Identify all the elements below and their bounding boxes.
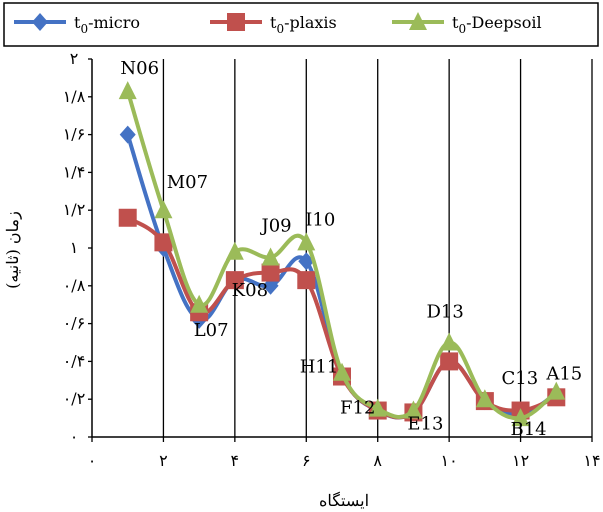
triangle-marker [154, 200, 173, 219]
y-tick-label: ۰/۲ [63, 389, 86, 408]
square-marker [440, 352, 459, 371]
x-tick-label: ۴ [231, 451, 240, 470]
point-label: B14 [511, 419, 547, 440]
square-marker [227, 13, 245, 31]
x-tick-label: ۲ [159, 451, 168, 470]
legend-item: t0-micro [14, 13, 140, 36]
legend-label: t0-plaxis [270, 13, 337, 36]
triangle-marker [475, 389, 494, 408]
point-label: K08 [232, 280, 268, 301]
triangle-marker [297, 232, 316, 251]
series-line [125, 89, 559, 421]
legend: t0-micro t0-plaxis t0-Deepsoil [3, 2, 599, 47]
series-layer [118, 81, 566, 427]
legend-label: t0-Deepsoil [452, 13, 542, 36]
triangle-marker [225, 241, 244, 260]
series-deepsoil [118, 81, 566, 427]
legend-item: t0-Deepsoil [392, 12, 542, 36]
x-tick-label: ۸ [373, 451, 382, 470]
legend-label: t0-micro [74, 13, 140, 36]
triangle-marker [511, 408, 530, 427]
y-tick-label: ۰/۴ [63, 351, 86, 370]
y-tick-label: ۱/۲ [63, 200, 86, 219]
diamond-marker [32, 13, 48, 31]
x-tick-label: ۱۲ [512, 451, 529, 470]
triangle-marker [190, 294, 209, 313]
triangle-marker [261, 247, 280, 266]
legend-box [3, 2, 599, 47]
point-label: N06 [120, 58, 159, 79]
x-tick-label: ۱۴ [583, 451, 600, 470]
point-label: I10 [305, 209, 335, 230]
point-label: J09 [260, 215, 292, 236]
x-tick-label: ۶ [302, 451, 311, 470]
y-tick-label: ۰/۸ [63, 276, 86, 295]
x-tick-label: ۱۰ [441, 451, 458, 470]
square-marker [154, 233, 173, 252]
square-marker [225, 271, 244, 290]
square-marker [261, 263, 280, 282]
triangle-marker [118, 81, 137, 100]
y-tick-label: ۱ [70, 238, 79, 257]
square-marker [118, 208, 137, 227]
y-tick-label: ۰/۶ [63, 314, 86, 333]
triangle-marker [333, 362, 351, 381]
point-label: E13 [407, 413, 443, 434]
y-axis-title: زمان (ثانیه) [3, 211, 22, 289]
point-label: H11 [300, 357, 339, 378]
x-axis-title: ایستگاه [319, 491, 369, 510]
y-tick-label: ۲ [70, 49, 79, 68]
triangle-marker [404, 400, 423, 419]
triangle-marker [440, 332, 459, 351]
point-label: F12 [340, 398, 375, 419]
y-tick-label: ۱/۸ [63, 87, 86, 106]
triangle-marker [547, 381, 566, 400]
point-label: A15 [545, 364, 582, 385]
triangle-marker [368, 398, 387, 417]
legend-item: t0-plaxis [210, 13, 337, 36]
axes: ۰ ۰/۲ ۰/۴ ۰/۶ ۰/۸ ۱ ۱/۲ ۱/۴ ۱/۶ ۱/۸ ۲ ۰ ۲ ۴ ۶ ۸ ۱۰ ۱۲ ۱۴ [63, 49, 601, 470]
triangle-marker [409, 12, 427, 30]
x-tick-label: ۰ [88, 451, 97, 470]
point-label: D13 [426, 302, 463, 323]
diamond-marker [119, 125, 136, 144]
square-marker [297, 271, 316, 290]
point-label: M07 [167, 172, 208, 193]
y-tick-label: ۱/۴ [63, 162, 86, 181]
y-tick-label: ۰ [70, 427, 79, 446]
series-plaxis [118, 208, 566, 422]
point-label: L07 [194, 320, 229, 341]
point-label: C13 [502, 368, 539, 389]
y-tick-label: ۱/۶ [63, 125, 86, 144]
